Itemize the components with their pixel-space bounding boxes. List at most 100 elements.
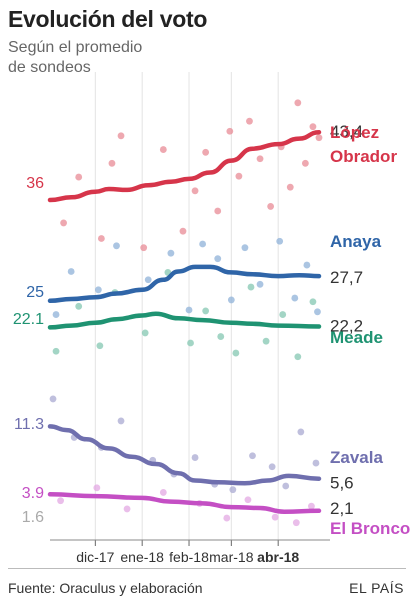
poll-point-0-20 bbox=[309, 123, 317, 131]
start-label-0: 36 bbox=[26, 175, 44, 192]
poll-point-1-2 bbox=[94, 286, 102, 294]
series-line-3 bbox=[47, 424, 322, 486]
poll-point-0-3 bbox=[108, 159, 116, 167]
brand-logo: EL PAÍS bbox=[349, 580, 404, 596]
poll-point-3-10 bbox=[268, 463, 276, 471]
poll-point-1-14 bbox=[303, 261, 311, 269]
grid-layer bbox=[94, 72, 279, 540]
start-label-1: 25 bbox=[26, 284, 44, 301]
poll-point-0-5 bbox=[140, 244, 148, 252]
start-label-3: 11.3 bbox=[14, 416, 44, 433]
poll-point-0-13 bbox=[246, 117, 253, 125]
poll-point-0-17 bbox=[286, 183, 294, 191]
poll-point-1-5 bbox=[167, 249, 175, 257]
poll-point-0-14 bbox=[256, 155, 264, 163]
poll-point-0-1 bbox=[75, 173, 83, 181]
poll-point-1-9 bbox=[227, 296, 235, 304]
source-note: Fuente: Oraculus y elaboración bbox=[8, 580, 203, 596]
poll-point-4-7 bbox=[271, 513, 279, 521]
poll-point-0-15 bbox=[267, 203, 275, 210]
poll-points-layer bbox=[49, 99, 323, 527]
poll-point-2-8 bbox=[217, 333, 225, 340]
poll-point-3-6 bbox=[191, 454, 199, 461]
poll-point-4-2 bbox=[123, 505, 131, 513]
poll-point-1-15 bbox=[314, 308, 321, 316]
poll-point-4-3 bbox=[159, 489, 167, 496]
x-tick-label-3: mar-18 bbox=[209, 549, 254, 565]
poll-point-4-5 bbox=[223, 514, 231, 522]
poll-point-1-1 bbox=[67, 268, 75, 275]
start-label-4: 3.9 bbox=[22, 485, 44, 502]
poll-point-4-8 bbox=[292, 519, 300, 527]
series-line-2 bbox=[47, 311, 322, 330]
average-lines-layer bbox=[47, 129, 322, 514]
poll-point-3-0 bbox=[49, 395, 57, 403]
chart-subtitle: Según el promedio de sondeos bbox=[8, 39, 143, 76]
poll-point-3-11 bbox=[282, 482, 290, 490]
x-tick-label-1: ene-18 bbox=[120, 549, 164, 565]
start-label-2: 22.1 bbox=[13, 311, 44, 328]
series-name-2-0: Meade bbox=[330, 328, 383, 347]
poll-point-3-8 bbox=[229, 486, 237, 494]
poll-point-1-6 bbox=[185, 306, 193, 314]
poll-point-3-13 bbox=[312, 459, 320, 467]
poll-point-1-11 bbox=[256, 280, 264, 288]
poll-point-0-10 bbox=[214, 207, 222, 215]
poll-point-0-4 bbox=[117, 132, 125, 140]
poll-point-0-21 bbox=[315, 134, 323, 142]
end-label-1: 27,7 bbox=[330, 268, 363, 287]
series-line-4 bbox=[47, 492, 322, 514]
series-name-1-0: Anaya bbox=[330, 232, 382, 251]
poll-point-2-4 bbox=[141, 329, 149, 337]
poll-point-3-12 bbox=[297, 428, 305, 436]
chart-title: Evolución del voto bbox=[8, 6, 208, 32]
poll-point-0-6 bbox=[159, 146, 167, 153]
poll-point-1-8 bbox=[214, 255, 222, 263]
series-name-3-0: Zavala bbox=[330, 448, 383, 467]
poll-point-3-3 bbox=[117, 417, 125, 425]
series-name-0-0: López bbox=[330, 123, 379, 142]
poll-point-4-1 bbox=[93, 484, 101, 492]
poll-point-4-6 bbox=[244, 496, 252, 504]
poll-point-0-18 bbox=[294, 99, 302, 107]
poll-point-0-11 bbox=[226, 127, 234, 135]
poll-point-2-14 bbox=[309, 298, 317, 306]
end-label-2: 22,2 bbox=[330, 317, 363, 336]
series-line-0 bbox=[47, 129, 322, 203]
poll-point-2-0 bbox=[52, 347, 60, 355]
poll-point-0-12 bbox=[235, 172, 243, 180]
poll-point-1-3 bbox=[113, 242, 120, 250]
poll-point-0-2 bbox=[97, 235, 105, 242]
series-name-4-0: El Bronco bbox=[330, 519, 410, 538]
poll-point-0-19 bbox=[301, 159, 309, 167]
poll-point-2-7 bbox=[202, 307, 210, 315]
poll-point-1-7 bbox=[199, 240, 207, 248]
footer-divider bbox=[8, 568, 406, 569]
poll-point-2-1 bbox=[75, 302, 83, 310]
poll-point-1-0 bbox=[52, 311, 60, 318]
x-axis: dic-17 ene-18 feb-18 mar-18 abr-18 bbox=[50, 539, 330, 565]
poll-point-0-8 bbox=[191, 187, 199, 195]
x-tick-label-0: dic-17 bbox=[76, 549, 114, 565]
poll-point-2-2 bbox=[96, 342, 104, 350]
poll-point-2-13 bbox=[294, 353, 302, 361]
poll-point-4-0 bbox=[57, 497, 64, 505]
x-tick-label-4: abr-18 bbox=[257, 549, 299, 565]
poll-point-2-9 bbox=[232, 349, 240, 357]
poll-point-1-4 bbox=[144, 276, 152, 284]
end-label-0: 43,4 bbox=[330, 122, 363, 141]
poll-point-4-9 bbox=[308, 502, 315, 510]
poll-point-2-6 bbox=[187, 339, 194, 347]
poll-point-2-11 bbox=[262, 337, 270, 345]
series-name-0-1: Obrador bbox=[330, 147, 397, 166]
series-line-1 bbox=[47, 264, 322, 304]
poll-point-1-12 bbox=[276, 237, 284, 245]
end-label-4: 2,1 bbox=[330, 499, 354, 518]
poll-point-0-9 bbox=[202, 148, 210, 156]
poll-point-0-7 bbox=[179, 227, 187, 235]
poll-point-0-0 bbox=[60, 219, 67, 227]
extra-start-label-0: 1.6 bbox=[22, 509, 44, 526]
poll-point-1-10 bbox=[241, 244, 249, 252]
